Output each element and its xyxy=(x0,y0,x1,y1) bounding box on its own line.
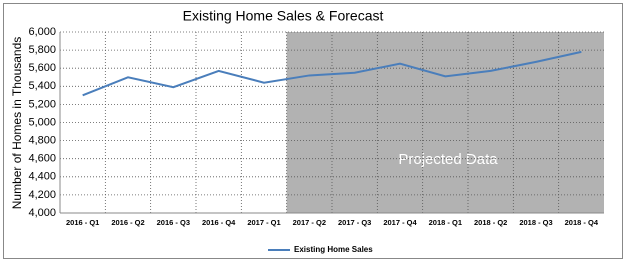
y-tick-label: 4,000 xyxy=(28,207,56,219)
x-tick-label: 2018 - Q2 xyxy=(474,218,507,227)
line-series xyxy=(82,50,582,97)
x-tick-label: 2017 - Q3 xyxy=(338,218,371,227)
y-tick-label: 5,600 xyxy=(28,62,56,74)
x-tick-label: 2016 - Q4 xyxy=(202,218,236,227)
x-tick-label: 2018 - Q4 xyxy=(565,218,599,227)
projected-region xyxy=(286,32,604,213)
x-tick-label: 2016 - Q3 xyxy=(157,218,190,227)
y-tick-label: 5,400 xyxy=(28,80,56,92)
y-tick-label: 5,200 xyxy=(28,98,56,110)
y-tick-label: 6,000 xyxy=(28,26,56,38)
x-tick-label: 2017 - Q1 xyxy=(247,218,280,227)
x-tick-label: 2018 - Q1 xyxy=(429,218,462,227)
chart-title: Existing Home Sales & Forecast xyxy=(183,8,384,24)
x-tick-label: 2016 - Q2 xyxy=(111,218,144,227)
annotation: Projected Data xyxy=(398,151,498,168)
y-tick-label: 4,600 xyxy=(28,153,56,165)
x-tick-label: 2016 - Q1 xyxy=(66,218,99,227)
legend-label: Existing Home Sales xyxy=(294,245,373,254)
y-tick-label: 4,200 xyxy=(28,189,56,201)
y-tick-label: 5,000 xyxy=(28,116,56,128)
y-tick-label: 4,800 xyxy=(28,135,56,147)
y-tick-label: 4,400 xyxy=(28,171,56,183)
y-axis-label: Number of Homes in Thousands xyxy=(10,37,24,210)
x-tick-label: 2017 - Q4 xyxy=(383,218,417,227)
x-tick-label: 2018 - Q3 xyxy=(519,218,552,227)
y-tick-label: 5,800 xyxy=(28,44,56,56)
x-tick-label: 2017 - Q2 xyxy=(293,218,326,227)
